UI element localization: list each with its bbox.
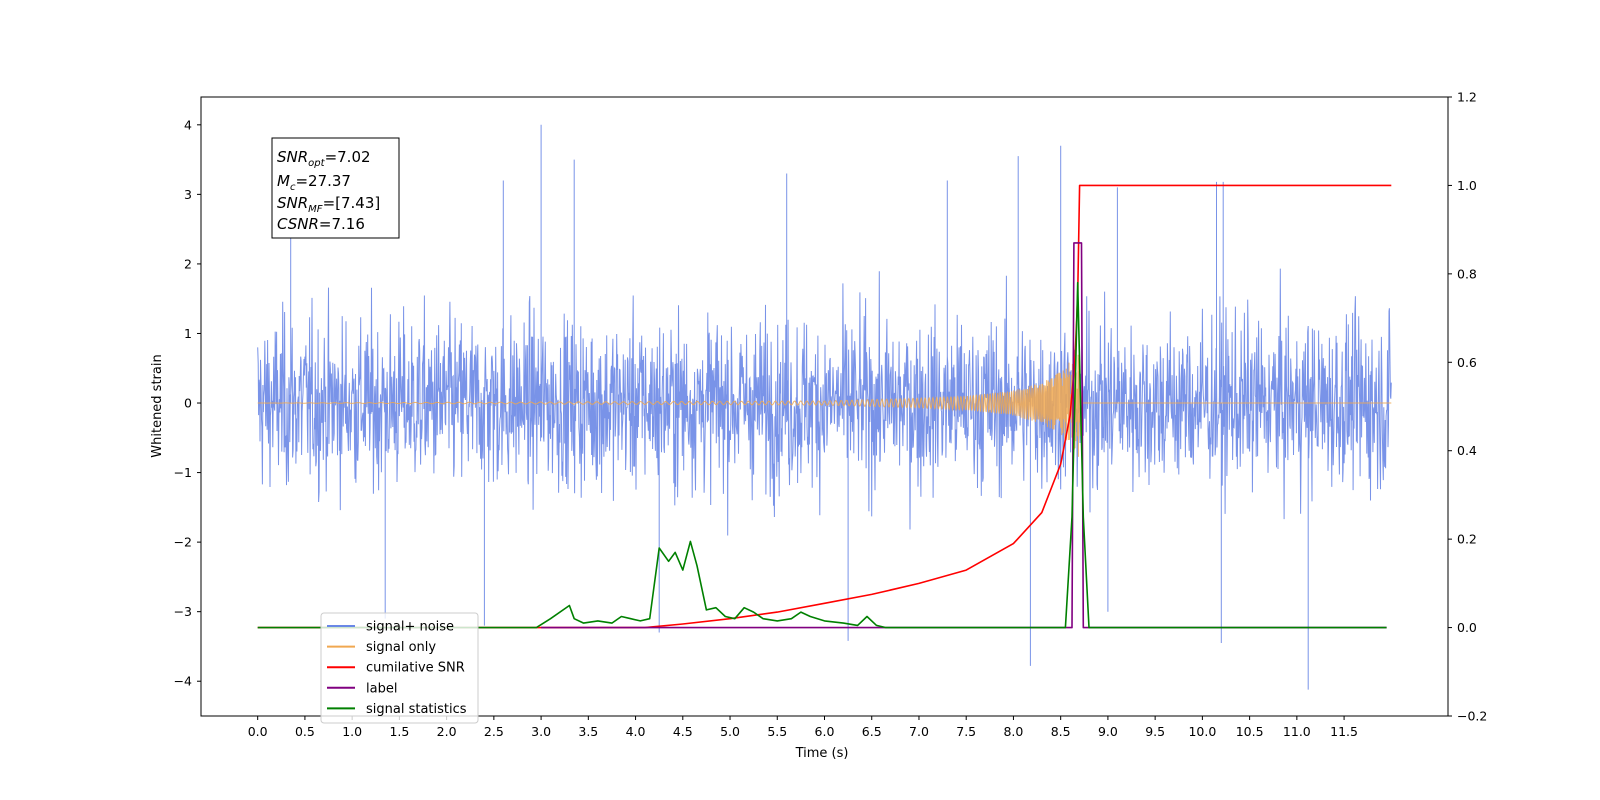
y-axis-left-ticks: −4 −3 −2 −1 0 1 2 3 4 bbox=[174, 117, 201, 689]
x-tick-label: 5.0 bbox=[720, 724, 740, 739]
y-left-tick-label: −3 bbox=[174, 604, 192, 619]
x-axis-label: Time (s) bbox=[795, 746, 849, 761]
x-tick-label: 11.5 bbox=[1330, 724, 1358, 739]
x-tick-label: 2.5 bbox=[484, 724, 504, 739]
y-right-tick-label: 0.2 bbox=[1457, 532, 1477, 547]
x-tick-label: 4.0 bbox=[626, 724, 646, 739]
x-tick-label: 0.0 bbox=[248, 724, 268, 739]
x-tick-label: 7.0 bbox=[909, 724, 929, 739]
x-tick-label: 7.5 bbox=[956, 724, 976, 739]
annotation-snr-mf: SNRMF=[7.43] bbox=[277, 194, 380, 215]
y-left-tick-label: 0 bbox=[184, 396, 192, 411]
series-signal-statistics-line bbox=[257, 281, 1387, 629]
x-tick-label: 5.5 bbox=[767, 724, 787, 739]
x-tick-label: 10.5 bbox=[1236, 724, 1264, 739]
x-tick-label: 1.0 bbox=[342, 724, 362, 739]
x-axis-ticks: 0.0 0.5 1.0 1.5 2.0 2.5 3.0 3.5 4.0 4.5 5.0 5.5 6.0 6… bbox=[248, 716, 1358, 739]
legend-entry-label: signal+ noise bbox=[366, 620, 454, 635]
x-tick-label: 8.5 bbox=[1051, 724, 1071, 739]
y-left-tick-label: −1 bbox=[174, 465, 192, 480]
x-tick-label: 1.5 bbox=[389, 724, 409, 739]
y-left-tick-label: 4 bbox=[184, 117, 192, 132]
x-tick-label: 3.5 bbox=[578, 724, 598, 739]
x-tick-label: 6.0 bbox=[815, 724, 835, 739]
legend-entry-label: cumilative SNR bbox=[366, 661, 465, 676]
y-left-tick-label: 1 bbox=[184, 326, 192, 341]
y-right-tick-label: 0.0 bbox=[1457, 620, 1477, 635]
x-tick-label: 6.5 bbox=[862, 724, 882, 739]
y-left-tick-label: 2 bbox=[184, 256, 192, 271]
x-tick-label: 9.5 bbox=[1145, 724, 1165, 739]
y-right-tick-label: 1.2 bbox=[1457, 90, 1477, 105]
y-left-tick-label: −2 bbox=[174, 535, 192, 550]
series-signal-noise-line bbox=[257, 124, 1392, 690]
legend-entry-label: signal statistics bbox=[366, 702, 467, 717]
legend-entry-label: label bbox=[366, 681, 397, 696]
y-left-tick-label: −4 bbox=[174, 674, 192, 689]
y-right-tick-label: 0.4 bbox=[1457, 443, 1477, 458]
legend: signal+ noise signal only cumilative SNR la… bbox=[320, 612, 479, 724]
legend-entry-label: signal only bbox=[366, 640, 436, 655]
x-tick-label: 10.0 bbox=[1188, 724, 1216, 739]
y-axis-label: Whitened strain bbox=[150, 354, 165, 457]
annotation-csnr: CSNR=7.16 bbox=[277, 215, 365, 233]
y-right-tick-label: −0.2 bbox=[1457, 709, 1487, 724]
y-right-tick-label: 0.6 bbox=[1457, 355, 1477, 370]
x-tick-label: 3.0 bbox=[531, 724, 551, 739]
x-tick-label: 0.5 bbox=[295, 724, 315, 739]
x-tick-label: 8.0 bbox=[1003, 724, 1023, 739]
x-tick-label: 4.5 bbox=[673, 724, 693, 739]
x-tick-label: 9.0 bbox=[1098, 724, 1118, 739]
x-tick-label: 2.0 bbox=[437, 724, 457, 739]
y-right-tick-label: 1.0 bbox=[1457, 178, 1477, 193]
y-axis-right-ticks: −0.2 0.0 0.2 0.4 0.6 0.8 1.0 1.2 bbox=[1448, 90, 1487, 724]
y-right-tick-label: 0.8 bbox=[1457, 266, 1477, 281]
snr-annotation-box: SNRopt=7.02 Mc=27.37 SNRMF=[7.43] CSNR=7… bbox=[271, 137, 400, 239]
annotation-chirp-mass: Mc=27.37 bbox=[277, 172, 351, 193]
plot-area bbox=[257, 124, 1392, 690]
y-left-tick-label: 3 bbox=[184, 187, 192, 202]
x-tick-label: 11.0 bbox=[1283, 724, 1311, 739]
annotation-snr-opt: SNRopt=7.02 bbox=[277, 148, 371, 169]
series-signal-only-line bbox=[257, 354, 1392, 457]
